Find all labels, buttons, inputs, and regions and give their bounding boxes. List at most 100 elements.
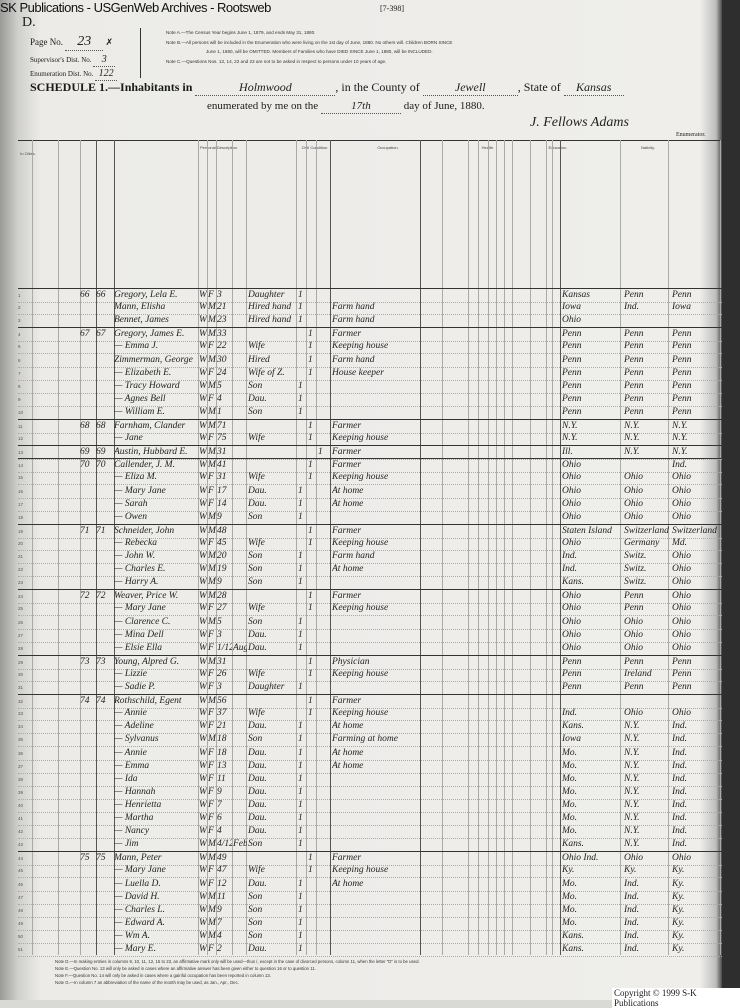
married-mark: 1 — [308, 354, 313, 365]
birthplace: Ohio — [562, 498, 581, 509]
column-line — [330, 140, 331, 955]
row-number: 46 — [18, 881, 24, 887]
color: W — [199, 406, 207, 417]
row-number: 42 — [18, 829, 24, 835]
relationship: Son — [248, 904, 263, 915]
sex: F — [208, 747, 214, 758]
table-row: 34 — Adeline W F 21 Dau. 1 At home Kans. N.Y. Ind. — [18, 720, 722, 735]
birth-month: Feb. — [233, 839, 247, 850]
column-header-area: In Cities. Personal Description. Civil C… — [18, 140, 722, 289]
birthplace: Penn — [562, 668, 582, 679]
sex: F — [208, 708, 214, 719]
sex: F — [208, 485, 214, 496]
sex: M — [208, 734, 216, 745]
mother-birthplace: Ky. — [672, 917, 685, 928]
relationship: Daughter — [248, 290, 285, 300]
row-number: 43 — [18, 842, 24, 848]
person-name: — Tracy Howard — [114, 380, 180, 391]
person-name: — David H. — [114, 891, 160, 902]
sex: F — [208, 682, 214, 692]
table-row: 2 Mann, Elisha W M 21 Hired hand 1 Farm hand Iow… — [18, 301, 722, 316]
color: W — [199, 839, 207, 850]
column-line — [232, 140, 233, 955]
sex: F — [208, 603, 214, 614]
color: W — [199, 878, 207, 889]
relationship: Dau. — [248, 944, 267, 954]
person-name: — Adeline — [114, 721, 154, 732]
occupation: Farming at home — [332, 734, 398, 745]
table-row: 51 — Mary E. W F 2 Dau. 1 Kans. Ind. Ky. — [18, 943, 722, 957]
color: W — [199, 616, 207, 627]
occupation: Keeping house — [332, 537, 389, 548]
table-row: 14 70 70 Callender, J. M. W M 41 1 Farmer Ohio Ind… — [18, 458, 722, 474]
color: W — [199, 354, 207, 365]
enumerated-line: enumerated by me on the 17th day of June… — [207, 99, 485, 114]
sex: F — [208, 826, 214, 837]
relationship: Wife — [248, 865, 265, 876]
group-education: Education. — [548, 145, 568, 150]
color: W — [199, 853, 207, 864]
relationship: Dau. — [248, 878, 267, 889]
mother-birthplace: Ohio — [672, 551, 691, 561]
single-mark: 1 — [298, 904, 303, 915]
married-mark: 1 — [308, 708, 313, 719]
mother-birthplace: Ohio — [672, 591, 691, 602]
birthplace: Penn — [562, 406, 582, 417]
person-name: Zimmerman, George — [114, 354, 193, 365]
row-number: 26 — [18, 619, 24, 625]
married-mark: 1 — [308, 591, 313, 602]
table-row: 44 75 75 Mann, Peter W M 49 1 Farmer Ohio Ind. Ohi… — [18, 851, 722, 867]
relationship: Dau. — [248, 485, 267, 496]
birthplace: Ohio — [562, 537, 581, 548]
relationship: Hired — [248, 354, 270, 365]
color: W — [199, 329, 207, 340]
color: W — [199, 472, 207, 483]
married-mark: 1 — [308, 433, 313, 444]
sex: F — [208, 498, 214, 509]
father-birthplace: Penn — [624, 354, 644, 365]
father-birthplace: Penn — [624, 656, 644, 667]
person-name: — Rebecka — [114, 537, 157, 548]
color: W — [199, 315, 207, 326]
relationship: Wife — [248, 668, 265, 679]
supervisor-label: Supervisor's Dist. No. — [30, 56, 92, 64]
table-row: 21 — John W. W M 20 Son 1 Farm hand Ind. Switz. Oh… — [18, 550, 722, 564]
person-name: — William E. — [114, 406, 165, 417]
table-row: 38 — Ida W F 11 Dau. 1 Mo. N.Y. Ind. — [18, 773, 722, 787]
sex: F — [208, 865, 214, 876]
enumeration-district: Enumeration Dist. No. 122 — [30, 68, 118, 81]
column-line — [668, 140, 669, 955]
age: 56 — [217, 696, 227, 707]
birthplace: Ind. — [562, 551, 578, 561]
age: 9 — [217, 904, 222, 915]
page-number: Page No. 23 ✗ — [30, 33, 113, 51]
mother-birthplace: Ky. — [672, 904, 685, 915]
column-line — [216, 140, 217, 955]
note-b-cont: June 1, 1880, will be OMITTED. Members o… — [206, 49, 433, 54]
father-birthplace: Ind. — [624, 917, 640, 928]
family-number: 72 — [96, 591, 106, 602]
married-mark: 1 — [308, 341, 313, 352]
age: 24 — [217, 367, 227, 378]
occupation: Farmer — [332, 447, 362, 458]
age: 31 — [217, 472, 227, 483]
color: W — [199, 668, 207, 679]
relationship: Dau. — [248, 393, 267, 404]
color: W — [199, 629, 207, 640]
mother-birthplace: Ind. — [672, 813, 688, 823]
sex: M — [208, 460, 216, 471]
page-mark: ✗ — [105, 37, 114, 47]
note-c: Note C.—Questions Nos. 13, 14, 22 and 23… — [166, 59, 387, 64]
birthplace: Kans. — [562, 721, 584, 732]
age: 71 — [217, 421, 227, 431]
row-number: 30 — [18, 671, 24, 677]
age: 23 — [217, 315, 227, 326]
age: 31 — [217, 447, 227, 458]
enumerator-label: Enumerator. — [676, 132, 706, 138]
color: W — [199, 564, 207, 575]
table-row: 48 — Charles L. W M 9 Son 1 Mo. Ind. Ky. — [18, 904, 722, 918]
mother-birthplace: Ky. — [672, 891, 685, 902]
birthplace: Penn — [562, 329, 582, 340]
birthplace: Ill. — [562, 447, 573, 458]
occupation: At home — [332, 721, 364, 732]
